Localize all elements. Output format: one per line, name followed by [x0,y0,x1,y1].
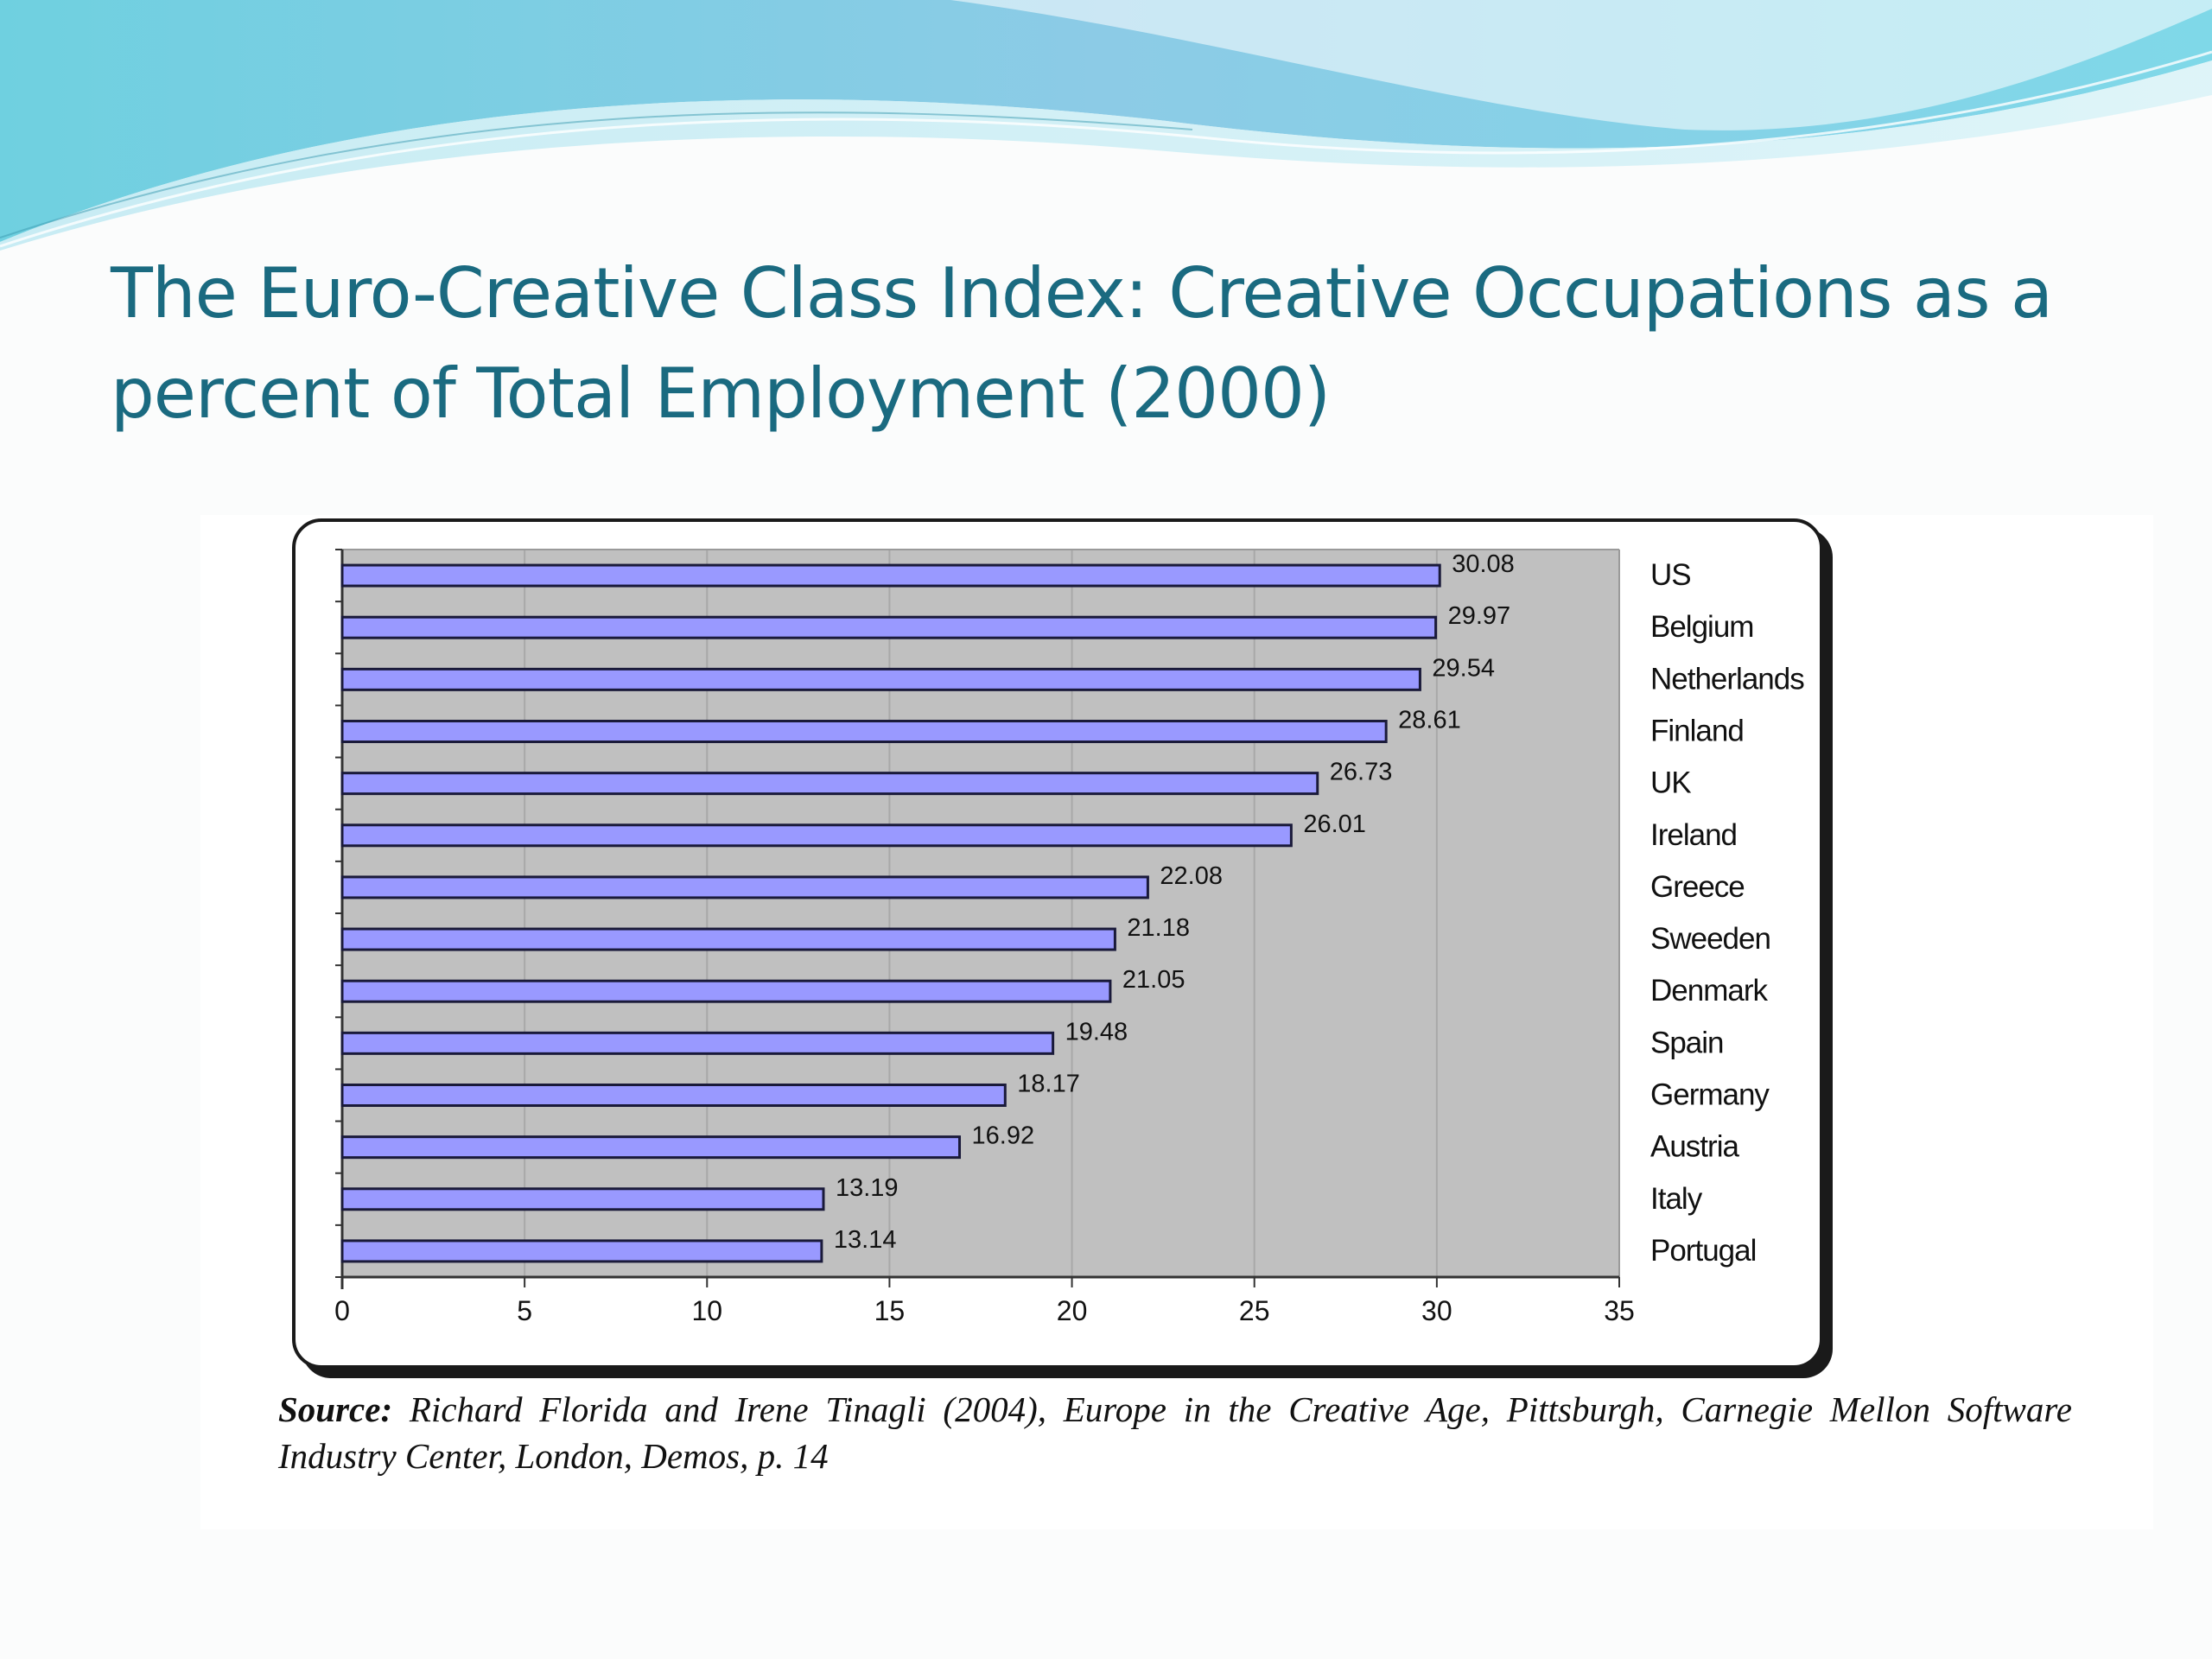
category-label: Netherlands [1650,662,1804,696]
source-body: Richard Florida and Irene Tinagli (2004)… [278,1389,2072,1476]
category-label: Finland [1650,715,1744,748]
bar-value-label: 19.48 [1065,1018,1128,1046]
category-label: Italy [1650,1182,1703,1216]
plot-area [342,550,1619,1277]
bar-value-label: 29.54 [1432,654,1495,682]
slide-title: The Euro-Creative Class Index: Creative … [111,253,2053,434]
bar-value-label: 16.92 [972,1122,1035,1150]
x-tick-label: 25 [1239,1295,1270,1326]
bar-value-label: 29.97 [1448,602,1511,630]
category-label: Portugal [1650,1234,1756,1268]
bar [340,927,1116,951]
category-label: US [1650,558,1691,592]
chart-frame: 0 5 10 15 20 25 30 35 30.08 US 29.97 Belgium 29.54 Ne… [292,518,1823,1369]
x-tick-label: 0 [334,1295,350,1326]
bar [340,875,1149,899]
x-tick-label: 5 [517,1295,532,1326]
category-label: Germany [1650,1078,1770,1112]
bar-value-label: 26.01 [1303,810,1366,838]
bar-value-label: 21.18 [1127,914,1190,942]
category-label: Greece [1650,870,1745,904]
bar-value-label: 26.73 [1330,759,1393,786]
category-label: Austria [1650,1130,1739,1164]
bar [340,720,1388,743]
bar-value-label: 22.08 [1160,862,1223,890]
bar [340,823,1293,848]
bar [340,667,1421,691]
bar-value-label: 18.17 [1017,1071,1080,1098]
bar [340,563,1441,588]
bar [340,1187,825,1211]
bar [340,1135,962,1160]
x-tick-label: 30 [1421,1295,1452,1326]
bar-chart: 0 5 10 15 20 25 30 35 30.08 US 29.97 Belgium 29.54 Ne… [334,549,1805,1326]
bar [340,1031,1055,1055]
x-tick-label: 15 [874,1295,906,1326]
category-label: UK [1650,766,1691,800]
category-label: Spain [1650,1026,1724,1059]
bar-value-label: 13.19 [836,1174,899,1202]
category-label: Denmark [1650,974,1768,1007]
source-citation: Source: Richard Florida and Irene Tinagl… [278,1386,2072,1479]
bar-value-label: 28.61 [1398,707,1461,734]
x-tick-label: 10 [691,1295,722,1326]
bar [340,772,1319,796]
bar-value-label: 13.14 [834,1226,897,1254]
x-tick-label: 20 [1057,1295,1088,1326]
bar [340,1084,1007,1107]
bar-value-label: 30.08 [1452,550,1515,578]
bar [340,615,1438,639]
category-label: Belgium [1650,610,1753,644]
category-label: Ireland [1650,818,1737,852]
bar-value-label: 21.05 [1122,966,1185,994]
bar [340,979,1112,1003]
category-label: Sweeden [1650,922,1770,956]
source-label: Source: [278,1389,393,1429]
x-tick-label: 35 [1604,1295,1635,1326]
bar [340,1239,823,1263]
header-wave-decoration [0,0,2212,251]
